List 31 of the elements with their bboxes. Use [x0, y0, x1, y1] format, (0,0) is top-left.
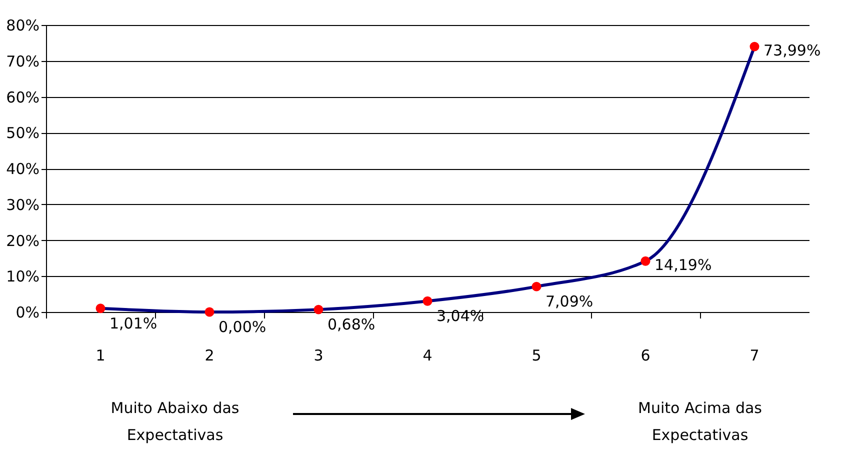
data-label: 7,09% — [546, 292, 594, 311]
y-tick-label: 30% — [6, 196, 40, 214]
text: Muito Abaixo das Expectativas — [110, 398, 240, 446]
x-tick-label: 4 — [422, 346, 432, 364]
y-tick-label: 10% — [6, 268, 40, 286]
y-tick-label: 40% — [6, 160, 40, 178]
y-tick-label: 60% — [6, 88, 40, 106]
text: Muito Acima das Expectativas — [637, 398, 763, 446]
y-tick-label: 70% — [6, 52, 40, 70]
point — [96, 304, 106, 314]
y-tick-label: 20% — [6, 232, 40, 250]
x-tick-label: 6 — [640, 346, 650, 364]
x-tick-label: 2 — [204, 346, 214, 364]
point — [314, 304, 324, 314]
data-label: 73,99% — [764, 42, 821, 60]
y-tick-label: 0% — [16, 304, 40, 322]
x-tick-label: 1 — [96, 346, 106, 364]
y-tick-label: 50% — [6, 124, 40, 142]
point — [750, 42, 760, 52]
data-label: 14,19% — [654, 256, 712, 274]
data-label: 0,68% — [328, 316, 376, 334]
point — [204, 307, 214, 317]
point — [532, 282, 542, 292]
x-tick-label: 3 — [314, 346, 324, 364]
y-tick-label: 80% — [6, 16, 40, 34]
point — [640, 256, 650, 266]
data-label: 0,00% — [218, 318, 266, 336]
point — [422, 296, 432, 306]
data-label: 1,01% — [110, 314, 158, 332]
x-tick-label: 7 — [750, 346, 760, 364]
x-tick-label: 5 — [532, 346, 542, 364]
